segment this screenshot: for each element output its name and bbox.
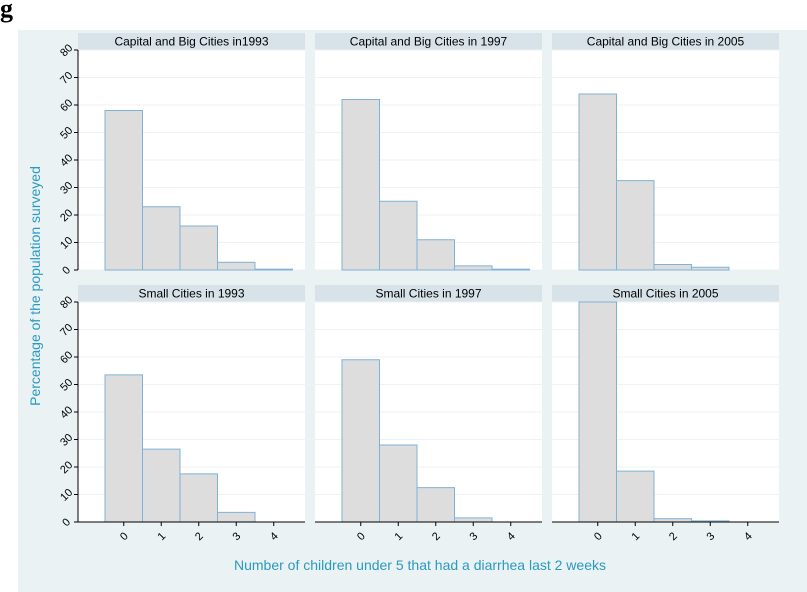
panel-title: Capital and Big Cities in 2005 xyxy=(587,35,745,49)
panel-strip xyxy=(315,33,542,50)
panel-title: Small Cities in 2005 xyxy=(612,287,718,301)
bar xyxy=(217,261,256,271)
bar xyxy=(142,448,181,523)
panel-strip xyxy=(78,285,305,302)
bar xyxy=(142,206,181,271)
panel-title: Capital and Big Cities in 1997 xyxy=(350,35,508,49)
bar xyxy=(179,473,218,523)
bar xyxy=(616,470,655,523)
bar xyxy=(454,517,493,523)
bar xyxy=(691,266,730,271)
bar xyxy=(416,239,455,271)
bar xyxy=(653,264,692,271)
x-axis-title: Number of children under 5 that had a di… xyxy=(234,557,606,573)
bar xyxy=(416,487,455,523)
figure-label: g xyxy=(0,0,13,23)
bar xyxy=(578,301,617,523)
bar xyxy=(379,444,418,523)
panel-strip xyxy=(552,33,779,50)
panel-title: Small Cities in 1997 xyxy=(375,287,481,301)
panel-title: Capital and Big Cities in1993 xyxy=(114,35,268,49)
panel-strip xyxy=(315,285,542,302)
bar xyxy=(616,180,655,271)
bar xyxy=(104,374,143,523)
bar xyxy=(104,110,143,271)
bar xyxy=(341,99,380,271)
bar xyxy=(491,268,530,271)
bar xyxy=(179,225,218,271)
bar xyxy=(254,268,293,271)
y-axis-title: Percentage of the population surveyed xyxy=(27,166,43,406)
bar xyxy=(454,265,493,271)
panel-strip xyxy=(78,33,305,50)
bar xyxy=(341,359,380,523)
bar xyxy=(578,93,617,271)
bar xyxy=(379,200,418,271)
bar xyxy=(217,511,256,523)
panel-strip xyxy=(552,285,779,302)
panel-title: Small Cities in 1993 xyxy=(138,287,244,301)
